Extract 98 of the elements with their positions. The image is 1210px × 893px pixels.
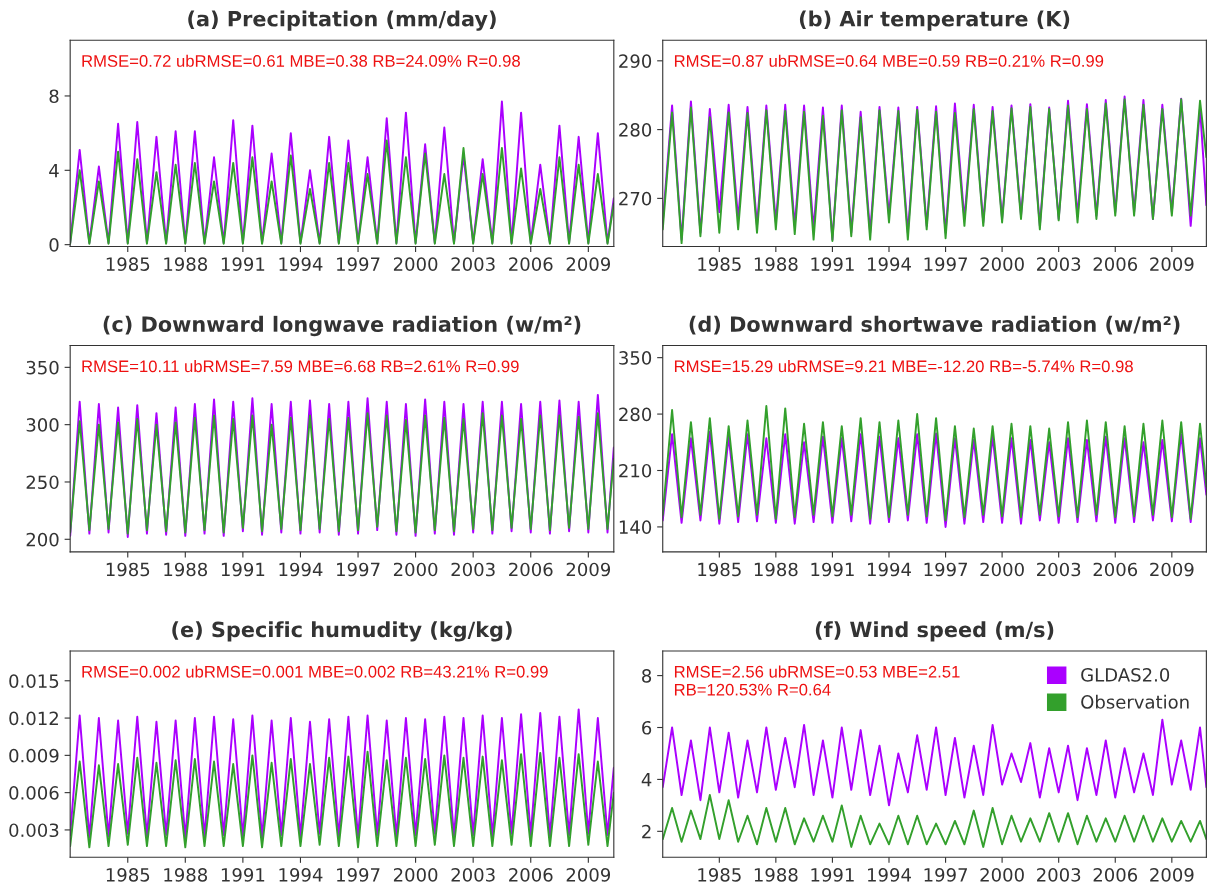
x-tick-label: 2003 [1037, 562, 1081, 577]
x-tick-label: 1985 [106, 257, 150, 271]
x-tick-label: 1997 [337, 868, 380, 882]
y-tick-label: 270 [619, 191, 652, 206]
x-tick-label: 1991 [221, 868, 265, 882]
x-tick-label: 2003 [1037, 257, 1081, 271]
x-tick-label: 2000 [980, 257, 1024, 271]
y-tick-label: 4 [641, 773, 652, 787]
x-tick-label: 1991 [221, 257, 265, 271]
x-tick-label: 1994 [279, 868, 323, 882]
y-tick-label: 0.009 [9, 748, 59, 763]
annotation: RMSE=10.11 ubRMSE=7.59 MBE=6.68 RB=2.61% R=0.99 [82, 360, 519, 373]
y-tick-label: 210 [619, 463, 652, 478]
x-tick-label: 1988 [164, 257, 208, 271]
x-tick-label: 1994 [279, 257, 323, 271]
line-series [70, 750, 614, 849]
x-tick-label: 2000 [393, 868, 438, 882]
x-tick-label: 1997 [924, 562, 968, 577]
x-tick-label: 1988 [754, 257, 798, 271]
x-tick-label: 1994 [279, 562, 323, 577]
y-tick-label: 280 [619, 123, 652, 137]
x-tick-label: 2000 [980, 868, 1024, 882]
line-series [70, 412, 614, 535]
y-tick-label: 280 [619, 407, 652, 422]
annotation: RMSE=0.72 ubRMSE=0.61 MBE=0.38 RB=24.09% R=0.98 [82, 54, 520, 67]
x-tick-label: 2006 [1093, 868, 1138, 882]
line-series [662, 718, 1207, 807]
y-tick-label: 250 [26, 475, 59, 490]
y-tick-label: 200 [26, 532, 59, 547]
y-tick-label: 0.006 [9, 786, 59, 800]
x-tick-label: 1988 [754, 868, 798, 882]
x-tick-label: 2003 [451, 868, 495, 882]
x-tick-label: 1985 [106, 562, 150, 577]
y-tick-label: 8 [642, 669, 652, 683]
chart-title: (b) Air temperature (K) [799, 10, 1070, 31]
x-tick-label: 1991 [811, 868, 854, 882]
x-tick-label: 1997 [924, 257, 968, 271]
x-tick-label: 1997 [337, 562, 380, 577]
x-tick-label: 2006 [509, 562, 553, 577]
x-tick-label: 1985 [698, 868, 741, 882]
y-tick-label: 6 [642, 720, 652, 735]
x-tick-label: 1985 [698, 562, 741, 577]
annotation: RMSE=15.29 ubRMSE=9.21 MBE=-12.20 RB=-5.74% R=0.98 [674, 360, 1133, 373]
x-tick-label: 2009 [566, 257, 611, 271]
chart-title: (a) Precipitation (mm/day) [188, 10, 496, 31]
line-series [662, 405, 1207, 522]
line-series [662, 430, 1207, 528]
y-tick-label: 290 [619, 54, 652, 68]
y-tick-label: 300 [26, 418, 59, 432]
x-tick-label: 2003 [1037, 868, 1081, 882]
x-tick-label: 2003 [451, 257, 495, 271]
x-tick-label: 1997 [924, 868, 968, 882]
x-tick-label: 1991 [811, 257, 854, 271]
chart-title: (f) Wind speed (m/s) [815, 621, 1054, 642]
x-tick-label: 2000 [980, 562, 1024, 577]
y-tick-label: 4 [49, 164, 59, 178]
x-tick-label: 2006 [1093, 257, 1138, 271]
x-tick-label: 1991 [221, 562, 265, 577]
legend-label: Observation [1081, 694, 1189, 709]
x-tick-label: 2003 [451, 562, 495, 577]
y-tick-label: 0.012 [9, 711, 58, 726]
annotation: RMSE=2.56 ubRMSE=0.53 MBE=2.51 RB=120.53% R=0.64 [674, 665, 960, 696]
line-series [662, 794, 1207, 848]
line-series [70, 708, 614, 839]
y-tick-label: 140 [619, 520, 652, 535]
y-tick-label: 0 [49, 238, 59, 252]
y-tick-label: 8 [49, 89, 59, 104]
x-tick-label: 1994 [868, 868, 911, 882]
x-tick-label: 2009 [1150, 868, 1194, 882]
x-tick-label: 2006 [1093, 562, 1138, 577]
annotation: RMSE=0.002 ubRMSE=0.001 MBE=0.002 RB=43.21% R=0.99 [82, 665, 548, 678]
y-tick-label: 350 [619, 351, 652, 365]
x-tick-label: 2006 [509, 257, 553, 271]
x-tick-label: 1994 [868, 562, 911, 577]
annotation: RMSE=0.87 ubRMSE=0.64 MBE=0.59 RB=0.21% R=0.99 [674, 54, 1104, 67]
x-tick-label: 1985 [698, 257, 741, 271]
x-tick-label: 1997 [337, 257, 380, 271]
x-tick-label: 2009 [566, 868, 611, 882]
legend-label: GLDAS2.0 [1081, 668, 1170, 682]
x-tick-label: 1988 [754, 562, 798, 577]
x-tick-label: 1991 [811, 562, 854, 577]
x-tick-label: 1985 [106, 868, 150, 882]
x-tick-label: 2009 [566, 562, 611, 577]
y-tick-label: 350 [26, 360, 59, 375]
x-tick-label: 2000 [393, 257, 438, 271]
x-tick-label: 2006 [509, 868, 553, 882]
x-tick-label: 2000 [393, 562, 438, 577]
x-tick-label: 2009 [1150, 562, 1194, 577]
y-tick-label: 2 [642, 824, 651, 839]
x-tick-label: 1988 [164, 868, 208, 882]
chart-title: (d) Downward shortwave radiation (w/m²) [689, 315, 1180, 335]
x-tick-label: 2009 [1150, 257, 1194, 271]
chart-title: (e) Specific humudity (kg/kg) [172, 621, 512, 642]
x-tick-label: 1994 [868, 257, 911, 271]
y-tick-label: 0.015 [9, 674, 59, 688]
x-tick-label: 1988 [164, 562, 208, 577]
y-tick-label: 0.003 [9, 823, 59, 838]
chart-title: (c) Downward longwave radiation (w/m²) [103, 315, 581, 337]
